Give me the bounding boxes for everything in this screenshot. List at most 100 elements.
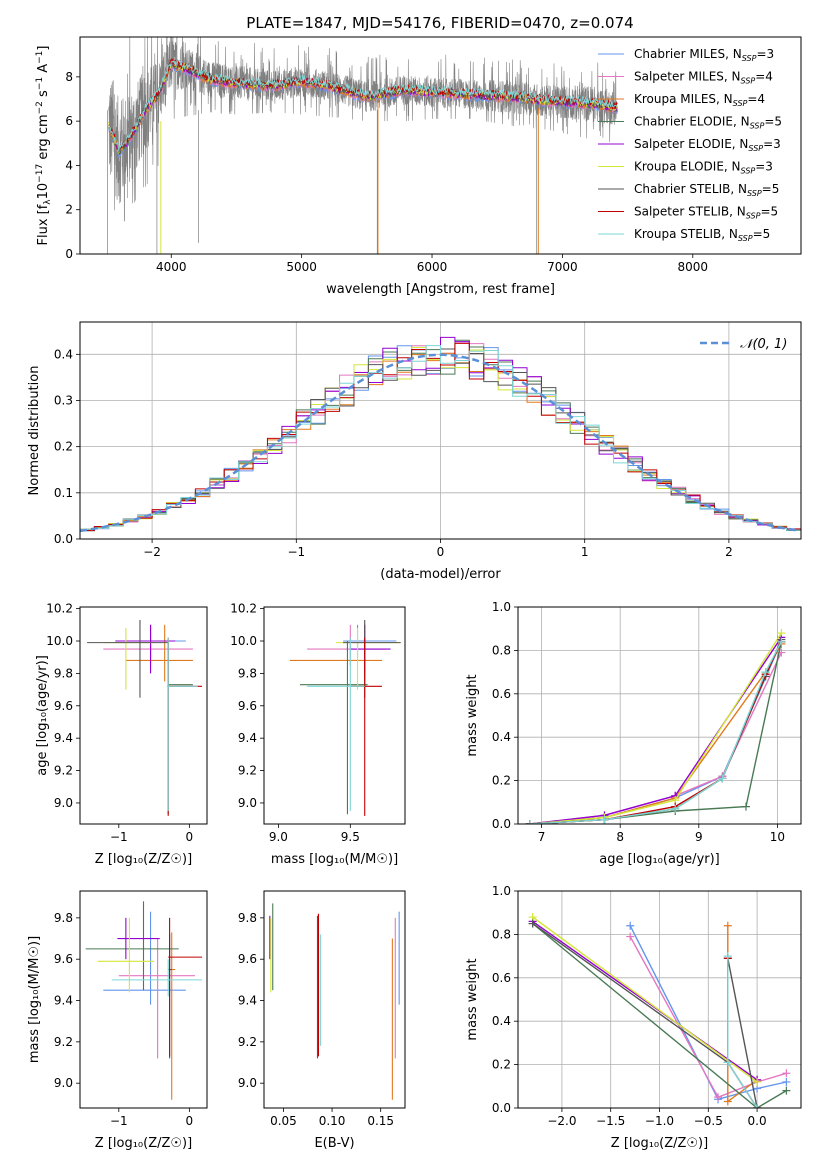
weight-line-5 — [529, 632, 782, 824]
y-tick-label: 0.4 — [492, 730, 511, 744]
y-tick-label: 9.4 — [238, 731, 257, 745]
y-tick-label: 9.8 — [238, 911, 257, 925]
x-tick-label: 4000 — [156, 260, 187, 274]
x-tick-label: −1.5 — [596, 1114, 625, 1128]
y-tick-label: 0.8 — [492, 643, 511, 657]
y-tick-label: 9.4 — [238, 994, 257, 1008]
chart-weight_age: 7 8 9 10 0.0 0.2 0.4 0.6 0.8 1.0 age [log₁₀(age/yr… — [465, 600, 802, 867]
y-tick-label: 0.2 — [492, 1058, 511, 1072]
y-tick-label: 1.0 — [492, 884, 511, 898]
y-tick-label: 9.0 — [238, 796, 257, 810]
y-tick-label: 9.4 — [54, 994, 73, 1008]
y-axis-label: Flux [fλ10−17 erg cm−2 s−1 A−1] — [35, 46, 53, 246]
weight-marker-8 — [723, 1058, 732, 1067]
chart-weight_Z: −2.0 −1.5 −1.0 −0.5 0.0 0.0 0.2 0.4 0.6 0.8 1.0 Z [… — [465, 884, 802, 1151]
y-tick-label: 10.2 — [46, 602, 73, 616]
x-axis-label: wavelength [Angstrom, rest frame] — [326, 282, 555, 297]
y-label-part: λ — [43, 199, 53, 205]
y-label-part: −1 — [35, 51, 45, 64]
weight-marker-1 — [782, 1069, 791, 1078]
y-tick-label: 9.2 — [54, 764, 73, 778]
y-label-part: 10 — [36, 183, 51, 200]
x-tick-label: 0.05 — [270, 1114, 297, 1128]
weight-marker-8 — [525, 820, 534, 824]
legend-sub: SSP — [746, 212, 761, 221]
legend-model-name: Chabrier ELODIE, N — [634, 115, 750, 129]
y-tick-label: 9.8 — [54, 666, 73, 680]
weight-marker-8 — [777, 637, 786, 646]
x-axis-label: age [log₁₀(age/yr)] — [599, 852, 720, 867]
legend-model-name: Kroupa STELIB, N — [634, 227, 738, 241]
plot-area-residuals — [80, 322, 801, 539]
weight-marker-8 — [723, 952, 732, 961]
model-spectrum-5 — [108, 61, 618, 155]
x-tick-label: 6000 — [417, 260, 448, 274]
legend-nssp: =3 — [756, 47, 774, 61]
y-tick-label: 9.2 — [238, 764, 257, 778]
y-tick-label: 9.0 — [54, 1076, 73, 1090]
x-tick-label: −2 — [143, 545, 161, 559]
y-tick-label: 6 — [65, 114, 73, 128]
x-tick-label: 7 — [538, 830, 546, 844]
weight-marker-8 — [600, 815, 609, 824]
x-axis-label: (data-model)/error — [380, 567, 501, 582]
x-tick-label: 2 — [725, 545, 733, 559]
weight-marker-5 — [753, 1077, 762, 1086]
chart-age_mass: 9.0 9.5 9.0 9.2 9.4 9.6 9.8 10.0 10.2 mass [log₁₀… — [230, 602, 406, 867]
legend-sub: SSP — [747, 189, 762, 198]
legend-sub: SSP — [741, 167, 756, 176]
y-tick-label: 9.6 — [238, 952, 257, 966]
x-tick-label: −1.0 — [645, 1114, 674, 1128]
y-axis-label: Normed distribution — [27, 366, 42, 496]
y-label-part: erg cm — [36, 114, 51, 163]
legend-sub: SSP — [738, 234, 753, 243]
plot-area-spectrum — [107, 37, 618, 254]
y-axis-label: mass weight — [465, 958, 480, 1040]
legend-sub: SSP — [733, 99, 748, 108]
y-label-part: A — [36, 64, 51, 77]
weight-marker-0 — [626, 921, 635, 930]
x-axis-label: Z [log₁₀(Z/Z☉)] — [611, 1136, 708, 1151]
x-tick-label: 0 — [437, 545, 445, 559]
legend-model-name: Chabrier MILES, N — [634, 47, 742, 61]
y-label-part: −1 — [35, 77, 45, 90]
legend-label-3: Chabrier ELODIE, NSSP=5 — [634, 115, 782, 131]
y-label-part: Flux [f — [36, 204, 51, 245]
weight-marker-8 — [753, 1104, 762, 1108]
x-tick-label: 5000 — [286, 260, 317, 274]
y-tick-label: 0.8 — [492, 927, 511, 941]
x-tick-label: 9.5 — [341, 830, 360, 844]
x-tick-label: −2.0 — [547, 1114, 576, 1128]
plot-area-weight_age — [518, 607, 801, 824]
y-tick-label: 0.0 — [54, 532, 73, 546]
plot-area-mass_Z — [85, 901, 203, 1100]
y-tick-label: 0.6 — [492, 971, 511, 985]
x-tick-label: 0.0 — [748, 1114, 767, 1128]
y-tick-label: 2 — [65, 203, 73, 217]
legend-nssp: =5 — [764, 115, 782, 129]
chart-spectrum: 4000 5000 6000 7000 8000 0 2 4 6 8 wavelength [Ang… — [35, 36, 802, 297]
y-tick-label: 9.6 — [54, 699, 73, 713]
x-tick-label: 10 — [770, 830, 785, 844]
legend-model-name: Kroupa MILES, N — [634, 92, 733, 106]
plot-area-age_Z — [87, 619, 203, 816]
legend-nssp: =3 — [755, 160, 773, 174]
legend-model-name: Kroupa ELODIE, N — [634, 160, 741, 174]
y-axis-label: mass [log₁₀(M/M☉)] — [27, 936, 42, 1063]
legend-model-name: Chabrier STELIB, N — [634, 182, 747, 196]
legend-label-4: Salpeter ELODIE, NSSP=3 — [634, 137, 781, 153]
y-label-part: −2 — [35, 101, 45, 114]
y-tick-label: 0.4 — [492, 1014, 511, 1028]
legend-residuals: 𝒩(0, 1) — [700, 337, 787, 352]
legend-label-0: Chabrier MILES, NSSP=3 — [634, 47, 774, 63]
x-axis-label: Z [log₁₀(Z/Z☉)] — [95, 1136, 192, 1151]
y-tick-label: 8 — [65, 70, 73, 84]
legend-model-name: Salpeter STELIB, N — [634, 205, 746, 219]
axes-frame — [517, 606, 802, 825]
figure-title: PLATE=1847, MJD=54176, FIBERID=0470, z=0… — [246, 14, 633, 32]
x-tick-label: 8 — [616, 830, 624, 844]
y-tick-label: 9.2 — [54, 1035, 73, 1049]
weight-marker-3 — [782, 1086, 791, 1095]
weight-line-3 — [532, 922, 787, 1108]
